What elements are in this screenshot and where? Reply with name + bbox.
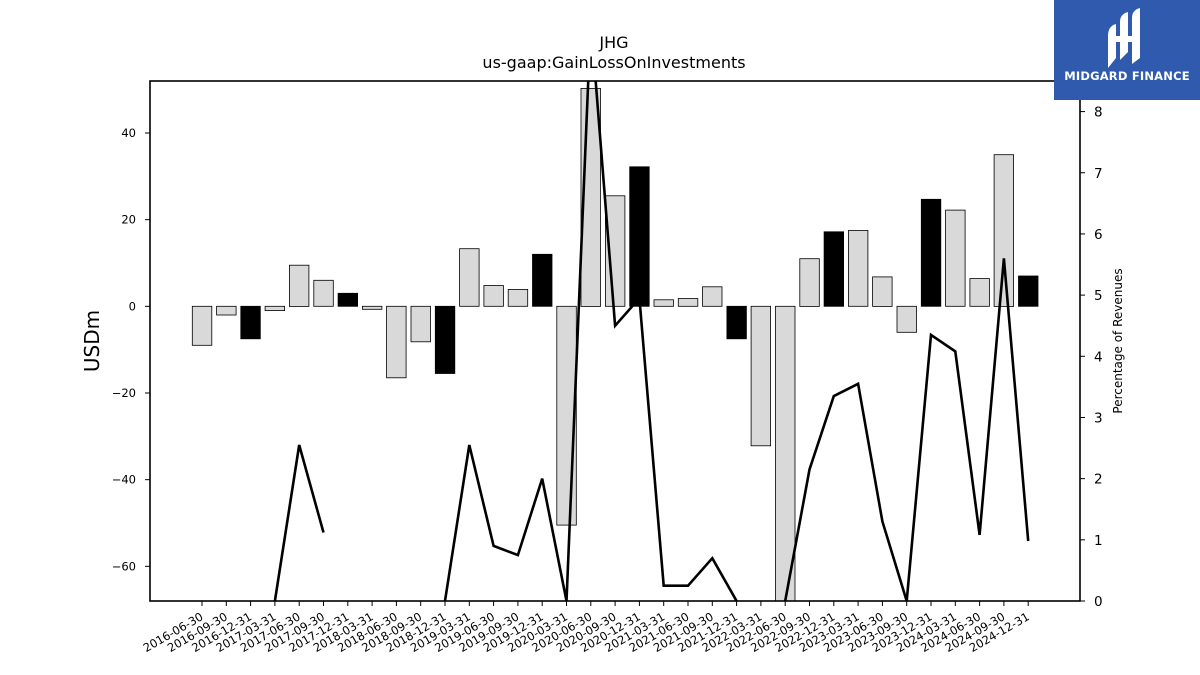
bar [629,166,650,307]
y2-tick-label: 1 [1094,533,1103,549]
y2-axis-label: Percentage of Revenues [1111,268,1125,413]
bar [459,248,480,307]
y2-tick-label: 0 [1094,594,1103,610]
bar [532,253,553,307]
y2-tick-label: 3 [1094,410,1103,426]
bar [848,230,869,307]
bar [969,278,990,307]
y2-tick-label: 4 [1094,349,1103,365]
y-tick-label: −20 [112,386,136,400]
series-line [273,444,325,601]
bar [726,305,747,340]
bar [386,305,407,379]
y-tick-label: −40 [112,473,136,487]
bar [775,305,796,601]
y-axis-label: USDm [80,310,104,372]
y2-tick-label: 2 [1094,472,1103,488]
logo-mark-icon [1108,8,1140,68]
bar [872,276,893,307]
logo: MIDGARD FINANCE [1054,0,1200,100]
bar [313,279,334,307]
bar [240,305,261,340]
bar [799,258,820,307]
bar [945,209,966,307]
logo-text: MIDGARD FINANCE [1064,69,1190,83]
y2-tick-label: 5 [1094,288,1103,304]
bar [507,288,529,307]
bar [337,292,359,307]
y-tick-label: 40 [121,126,136,140]
bar [702,286,723,307]
bar [361,305,383,310]
plot-area: −60−40−20020400123456782016-06-302016-09… [112,80,1103,655]
bar [216,305,237,316]
chart-subtitle: us-gaap:GainLossOnInvestments [482,53,745,72]
y2-tick-label: 6 [1094,227,1103,243]
bar [993,154,1014,307]
y-tick-label: −60 [112,559,136,573]
bar [191,305,213,346]
bar [288,264,310,307]
bar [750,305,771,447]
y2-tick-label: 8 [1094,105,1103,121]
bar [677,298,699,307]
bar [264,305,286,311]
chart-title: JHG [598,33,628,52]
bar [1018,275,1039,307]
bar [653,299,674,307]
y2-tick-label: 7 [1094,166,1103,182]
y-tick-label: 20 [121,213,136,227]
bar [920,198,942,307]
y-tick-label: 0 [129,299,136,313]
bar [483,285,504,307]
bar [823,231,844,307]
series-line [443,81,1030,601]
bar [410,305,431,343]
bar [896,305,917,333]
bar [434,305,456,374]
